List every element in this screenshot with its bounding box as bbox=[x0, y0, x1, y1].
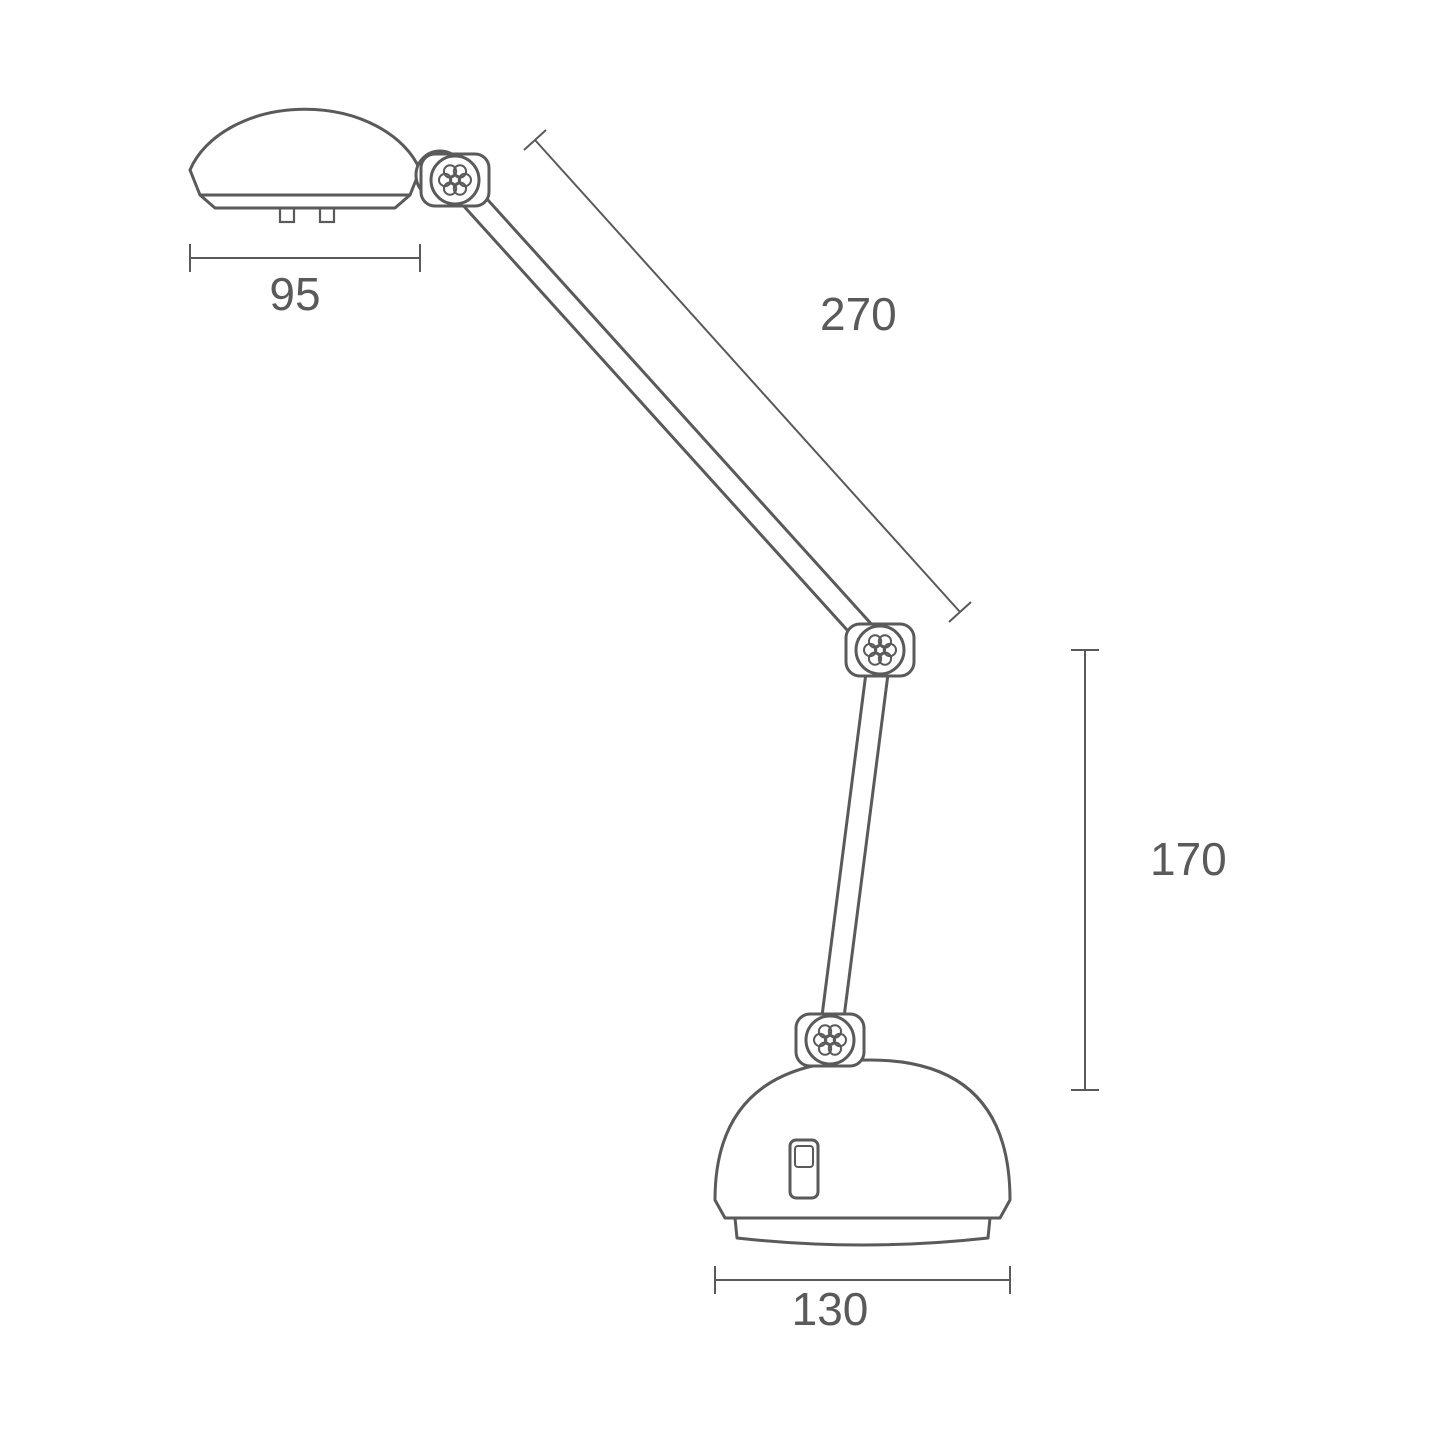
dim-head-width: 95 bbox=[269, 268, 320, 320]
dim-base-width: 130 bbox=[792, 1283, 869, 1335]
dim-lower-height: 170 bbox=[1150, 833, 1227, 885]
lamp-head bbox=[190, 109, 420, 195]
lamp-dimension-diagram: 95 270 170 130 bbox=[0, 0, 1438, 1438]
lamp-base bbox=[715, 1060, 1010, 1218]
dim-upper-arm: 270 bbox=[820, 288, 897, 340]
